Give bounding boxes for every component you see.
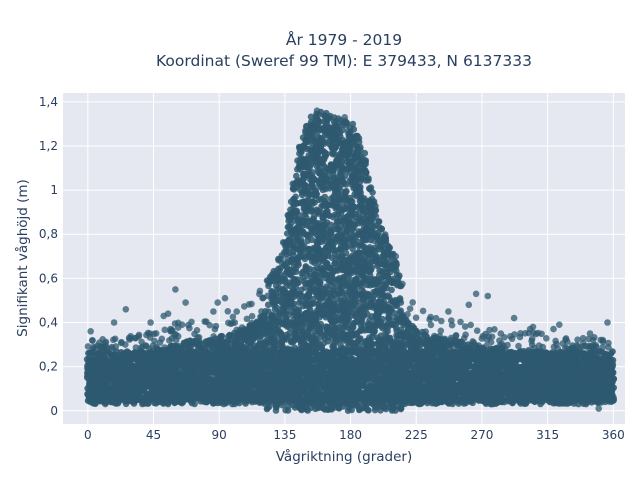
- data-point: [369, 189, 376, 196]
- data-point: [386, 244, 393, 251]
- data-point: [266, 403, 273, 410]
- data-point: [362, 159, 369, 166]
- data-point: [292, 194, 299, 201]
- data-point: [369, 264, 376, 271]
- data-point: [293, 269, 300, 276]
- data-point: [344, 318, 351, 325]
- data-point: [365, 407, 372, 414]
- data-point: [323, 151, 330, 158]
- data-point: [388, 287, 395, 294]
- data-point: [343, 188, 350, 195]
- data-point: [396, 272, 403, 279]
- data-point: [365, 177, 372, 184]
- data-point: [384, 328, 391, 335]
- data-point: [322, 194, 329, 201]
- data-point: [351, 126, 358, 133]
- data-point: [378, 226, 385, 233]
- data-point: [315, 118, 322, 125]
- data-point: [357, 189, 364, 196]
- data-point: [392, 260, 399, 267]
- data-point: [313, 191, 320, 198]
- data-point: [372, 207, 379, 214]
- data-point: [362, 150, 369, 157]
- data-point: [317, 324, 324, 331]
- data-point: [288, 219, 295, 226]
